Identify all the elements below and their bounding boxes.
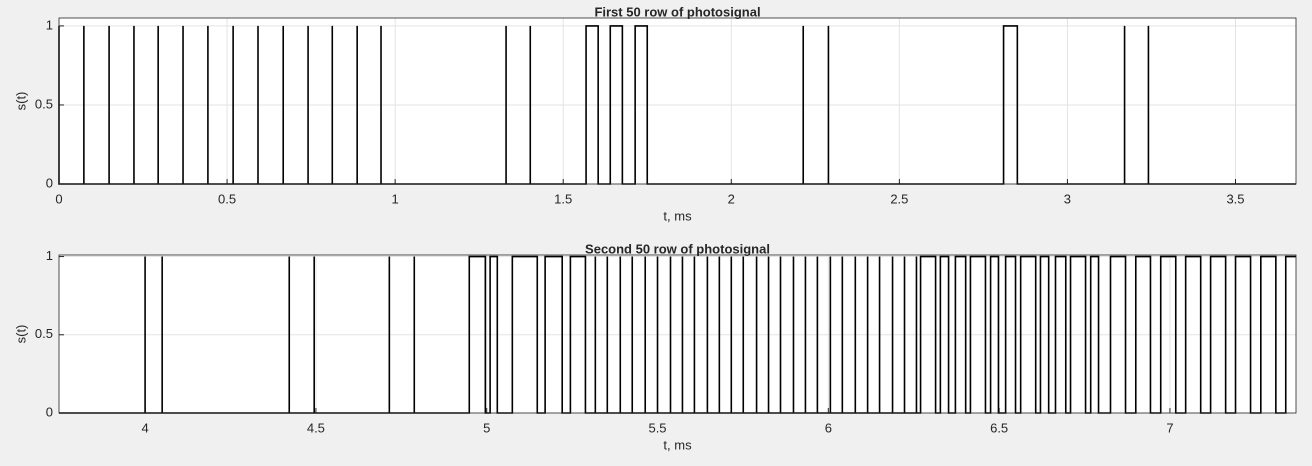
- x-tick-label: 1: [392, 191, 399, 206]
- axes-background: [59, 18, 1296, 184]
- x-tick-label: 2.5: [890, 191, 908, 206]
- y-tick-label: 1: [46, 17, 53, 32]
- x-tick-label: 6: [825, 420, 832, 435]
- chart-title: First 50 row of photosignal: [594, 4, 760, 19]
- x-tick-label: 6.5: [990, 420, 1008, 435]
- axes-box: [58, 254, 1297, 414]
- x-tick-label: 0: [55, 191, 62, 206]
- y-tick-label: 1: [46, 248, 53, 263]
- x-tick-label: 3: [1064, 191, 1071, 206]
- y-tick-label: 0: [46, 175, 53, 190]
- y-tick-label: 0.5: [35, 96, 53, 111]
- x-tick-label: 2: [728, 191, 735, 206]
- axes-background: [59, 255, 1296, 413]
- y-axis-label: s(t): [13, 92, 28, 111]
- chart-title: Second 50 row of photosignal: [585, 241, 770, 256]
- signal-line: [59, 255, 1296, 414]
- y-axis-label: s(t): [13, 325, 28, 344]
- x-tick-label: 5: [483, 420, 490, 435]
- y-tick-label: 0: [46, 404, 53, 419]
- x-tick-label: 4.5: [307, 420, 325, 435]
- x-axis-label: t, ms: [663, 437, 692, 452]
- axes-box: [58, 17, 1297, 185]
- x-tick-label: 7: [1166, 420, 1173, 435]
- x-tick-label: 3.5: [1226, 191, 1244, 206]
- x-axis-label: t, ms: [663, 208, 692, 223]
- y-tick-label: 0.5: [35, 326, 53, 341]
- x-tick-label: 0.5: [218, 191, 236, 206]
- x-tick-label: 1.5: [554, 191, 572, 206]
- x-tick-label: 5.5: [648, 420, 666, 435]
- x-tick-label: 4: [141, 420, 148, 435]
